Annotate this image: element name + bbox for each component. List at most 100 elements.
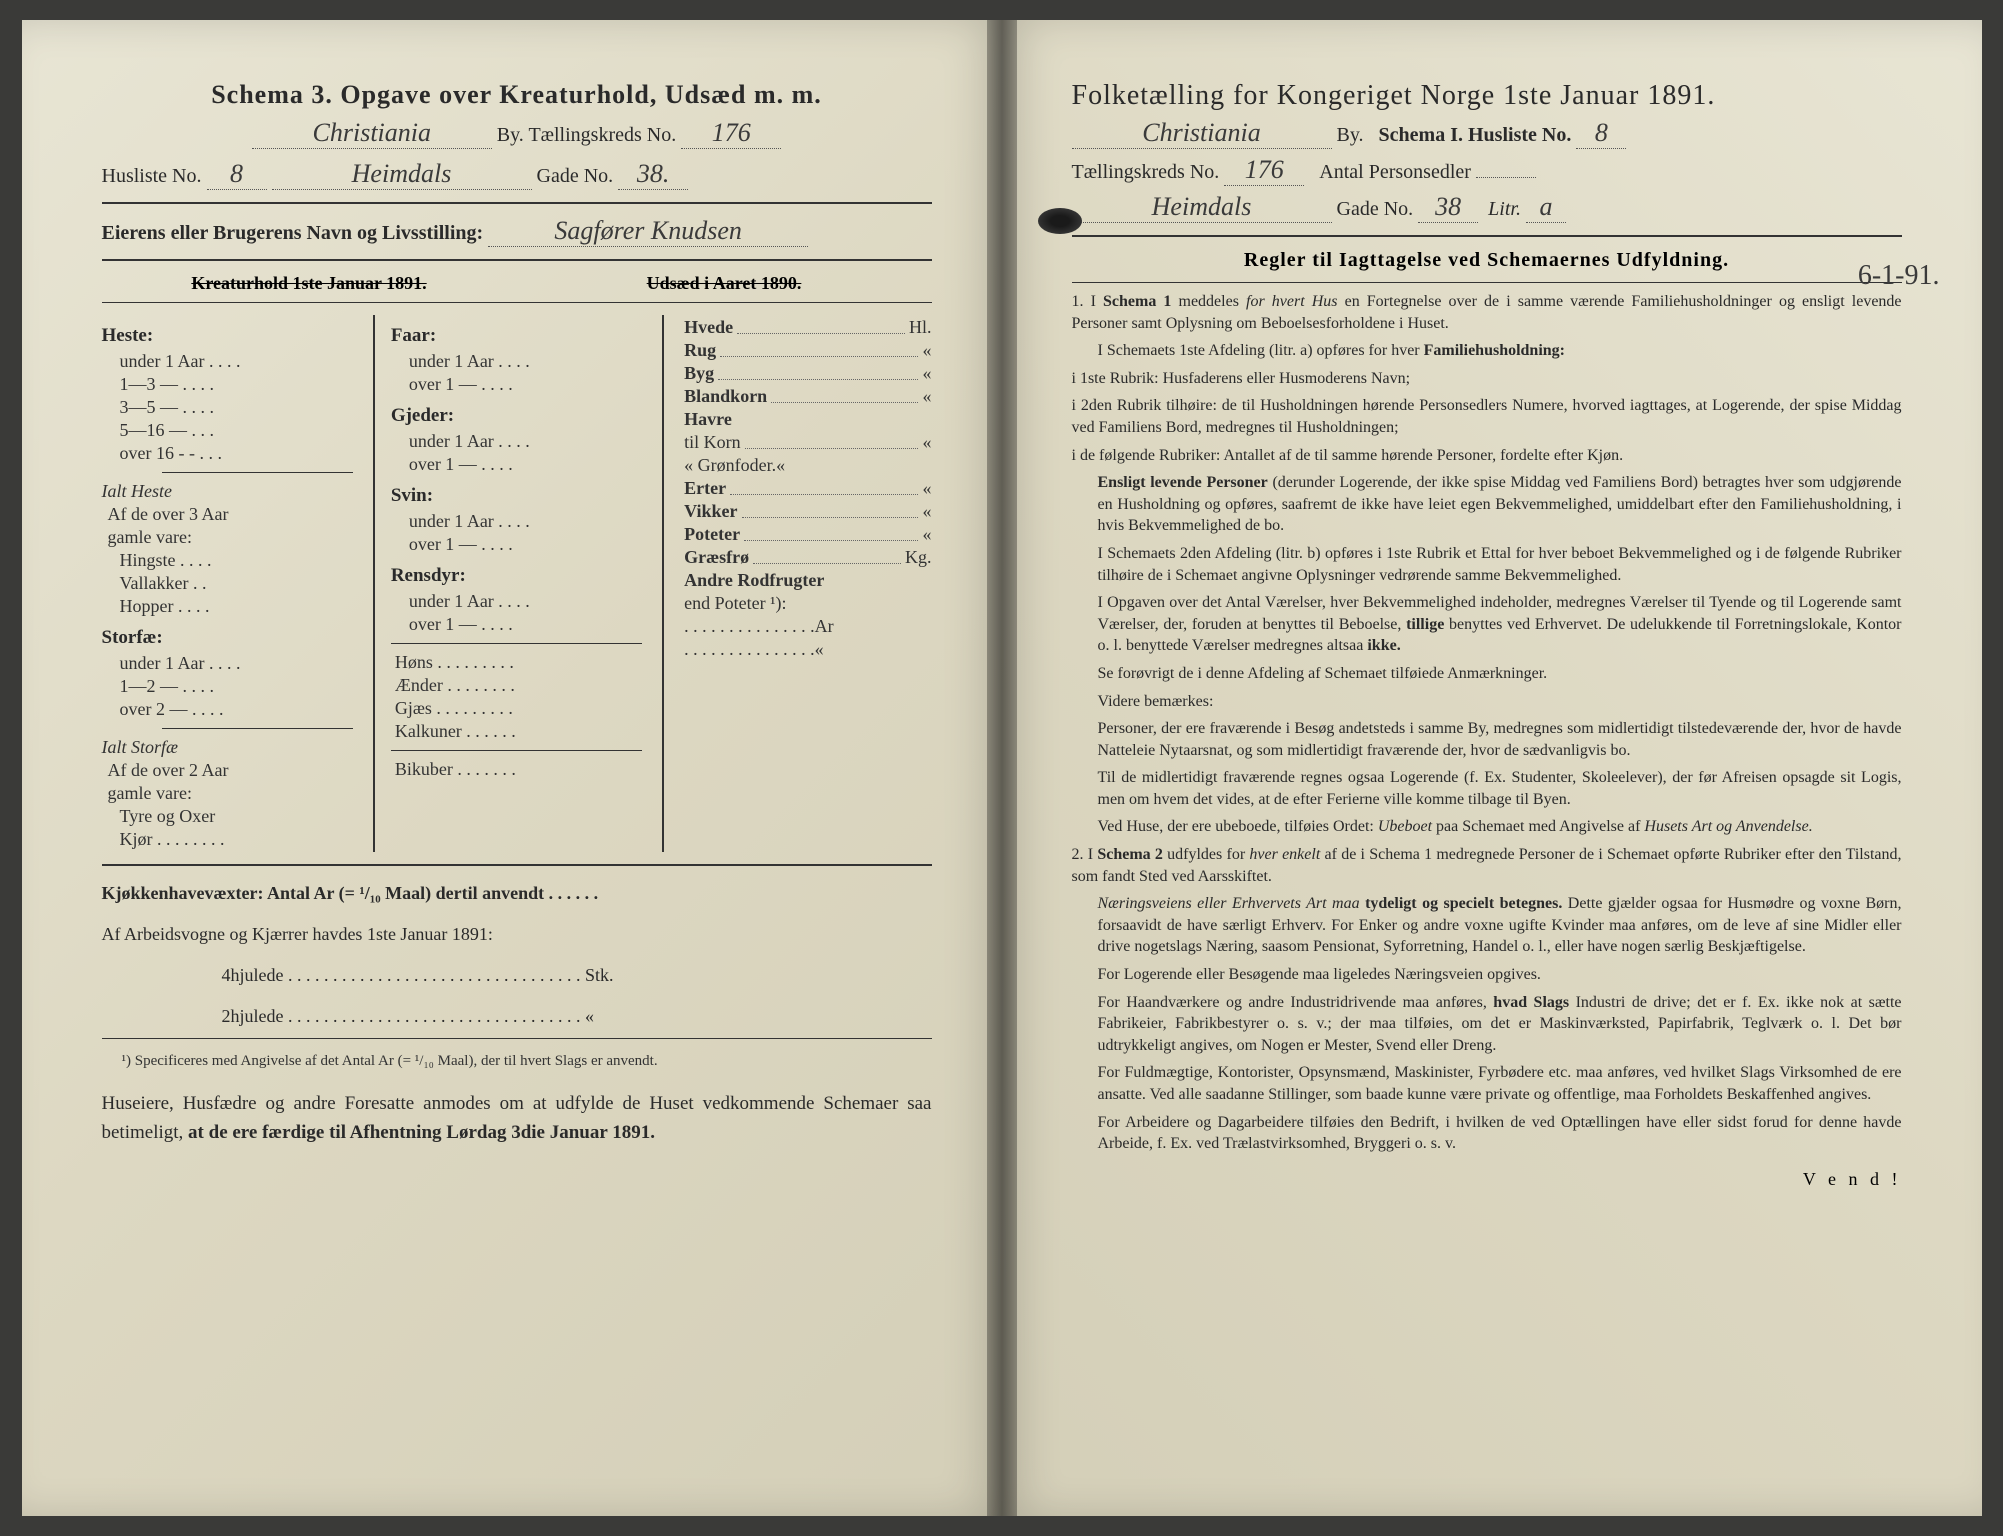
book-spread: Schema 3. Opgave over Kreaturhold, Udsæd… — [22, 20, 1982, 1516]
item: 1—2 — . . . . — [120, 676, 353, 697]
note: Af de over 3 Aar — [108, 504, 229, 525]
item: 5—16 — . . . — [120, 420, 353, 441]
gade-name: Heimdals — [272, 159, 532, 190]
item: Vallakker . . — [120, 573, 353, 594]
heste-sum: Ialt Heste — [102, 481, 172, 502]
livestock-grid: Heste: under 1 Aar . . . . 1—3 — . . . .… — [102, 315, 932, 852]
vogn-2: 2hjulede . . . . . . . . . . . . . . . .… — [102, 1003, 932, 1030]
city-fill: Christiania — [1072, 118, 1332, 149]
heste-title: Heste: — [102, 325, 353, 347]
note: gamle vare: — [108, 527, 192, 548]
divider — [1072, 282, 1902, 283]
person-count — [1476, 177, 1536, 178]
divider — [1072, 235, 1902, 237]
para: i de følgende Rubriker: Antallet af de t… — [1072, 445, 1902, 467]
turn-over: V e n d ! — [1072, 1169, 1902, 1190]
grain-row: . . . . . . . . . . . . . . .« — [684, 639, 931, 660]
grain-row: end Poteter ¹): — [684, 593, 931, 614]
item: under 1 Aar . . . . — [409, 431, 642, 452]
grain-row: Erter« — [684, 478, 931, 499]
item: under 1 Aar . . . . — [120, 653, 353, 674]
item: under 1 Aar . . . . — [409, 351, 642, 372]
para: Til de midlertidigt fraværende regnes og… — [1072, 767, 1902, 810]
gjeder-title: Gjeder: — [391, 405, 642, 427]
note: Af de over 2 Aar — [108, 760, 229, 781]
grain-row: til Korn« — [684, 432, 931, 453]
husliste-no: 8 — [1576, 118, 1626, 149]
item: Høns . . . . . . . . . — [395, 652, 642, 673]
item: over 1 — . . . . — [409, 454, 642, 475]
gade-no: 38 — [1418, 192, 1478, 223]
gade-no: 38. — [618, 159, 688, 190]
grain-row: Vikker« — [684, 501, 931, 522]
rensdyr-title: Rensdyr: — [391, 565, 642, 587]
para: Ensligt levende Personer (derunder Loger… — [1072, 472, 1902, 537]
storfae-title: Storfæ: — [102, 627, 353, 649]
para: For Arbeidere og Dagarbeidere tilføies d… — [1072, 1112, 1902, 1155]
grain-row: GræsfrøKg. — [684, 547, 931, 568]
col-faar-etc: Faar: under 1 Aar . . . . over 1 — . . .… — [373, 315, 642, 852]
item: over 16 - - . . . — [120, 443, 353, 464]
divider — [102, 302, 932, 303]
col-grain: HvedeHl. Rug« Byg« Blandkorn« Havre til … — [662, 315, 931, 852]
city-fill: Christiania — [252, 118, 492, 149]
sum-line — [162, 472, 353, 473]
struck-headers: Kreaturhold 1ste Januar 1891. Udsæd i Aa… — [102, 273, 932, 294]
census-title: Folketælling for Kongeriget Norge 1ste J… — [1072, 80, 1902, 112]
left-page: Schema 3. Opgave over Kreaturhold, Udsæd… — [22, 20, 1002, 1516]
city-row-right: Christiania By. Schema I. Husliste No. 8 — [1072, 118, 1902, 149]
husliste-row: Husliste No. 8 Heimdals Gade No. 38. — [102, 159, 932, 190]
divider — [391, 643, 642, 644]
ink-blot — [1038, 208, 1082, 234]
storfae-sum: Ialt Storfæ — [102, 737, 179, 758]
item: Gjæs . . . . . . . . . — [395, 698, 642, 719]
instructions-title: Regler til Iagttagelse ved Schemaernes U… — [1072, 249, 1902, 272]
kjokken-row: Kjøkkenhavevæxter: Antal Ar (= ¹/₁₀ Maal… — [102, 880, 932, 907]
para: Næringsveiens eller Erhvervets Art maa t… — [1072, 893, 1902, 958]
para: i 2den Rubrik tilhøire: de til Husholdni… — [1072, 395, 1902, 438]
grain-row: Rug« — [684, 340, 931, 361]
owner-value: Sagfører Knudsen — [488, 216, 808, 247]
schema3-title: Schema 3. Opgave over Kreaturhold, Udsæd… — [102, 80, 932, 110]
grain-row: Andre Rodfrugter — [684, 570, 931, 591]
divider — [102, 202, 932, 204]
item: under 1 Aar . . . . — [409, 591, 642, 612]
para: For Fuldmægtige, Kontorister, Opsynsmænd… — [1072, 1062, 1902, 1105]
gade-name: Heimdals — [1072, 192, 1332, 223]
city-row: Christiania By. Tællingskreds No. 176 — [102, 118, 932, 149]
owner-label: Eierens eller Brugerens Navn og Livsstil… — [102, 222, 484, 244]
para: i 1ste Rubrik: Husfaderens eller Husmode… — [1072, 368, 1902, 390]
grain-row: . . . . . . . . . . . . . . .Ar — [684, 616, 931, 637]
divider — [102, 864, 932, 866]
para: Personer, der ere fraværende i Besøg and… — [1072, 718, 1902, 761]
para: I Opgaven over det Antal Værelser, hver … — [1072, 592, 1902, 657]
struck-left: Kreaturhold 1ste Januar 1891. — [191, 273, 426, 293]
divider — [391, 750, 642, 751]
item: Ænder . . . . . . . . — [395, 675, 642, 696]
para: Ved Huse, der ere ubeboede, tilføies Ord… — [1072, 816, 1902, 838]
grain-row: « Grønfoder.« — [684, 455, 931, 476]
item: Bikuber . . . . . . . — [395, 759, 642, 780]
kreds-no: 176 — [1224, 155, 1304, 186]
date-handwritten: 6-1-91. — [1858, 260, 1940, 292]
item: over 1 — . . . . — [409, 534, 642, 555]
grain-row: Byg« — [684, 363, 931, 384]
struck-right: Udsæd i Aaret 1890. — [647, 273, 802, 293]
grain-row: HvedeHl. — [684, 317, 931, 338]
kreds-no: 176 — [681, 118, 781, 149]
para: I Schemaets 2den Afdeling (litr. b) opfø… — [1072, 543, 1902, 586]
item: over 1 — . . . . — [409, 614, 642, 635]
by-label: By. Tællingskreds No. — [497, 124, 676, 146]
instructions-body: 1. I Schema 1 meddeles for hvert Hus en … — [1072, 291, 1902, 1155]
item: Kalkuner . . . . . . — [395, 721, 642, 742]
para: Videre bemærkes: — [1072, 691, 1902, 713]
footnote: ¹) Specificeres med Angivelse af det Ant… — [102, 1053, 932, 1070]
vogn-label: Af Arbeidsvogne og Kjærrer havdes 1ste J… — [102, 921, 932, 948]
item: under 1 Aar . . . . — [120, 351, 353, 372]
item: Hopper . . . . — [120, 596, 353, 617]
item: over 1 — . . . . — [409, 374, 642, 395]
kreds-row: Tællingskreds No. 176 Antal Personsedler — [1072, 155, 1902, 186]
para: I Schemaets 1ste Afdeling (litr. a) opfø… — [1072, 340, 1902, 362]
faar-title: Faar: — [391, 325, 642, 347]
item: 1—3 — . . . . — [120, 374, 353, 395]
